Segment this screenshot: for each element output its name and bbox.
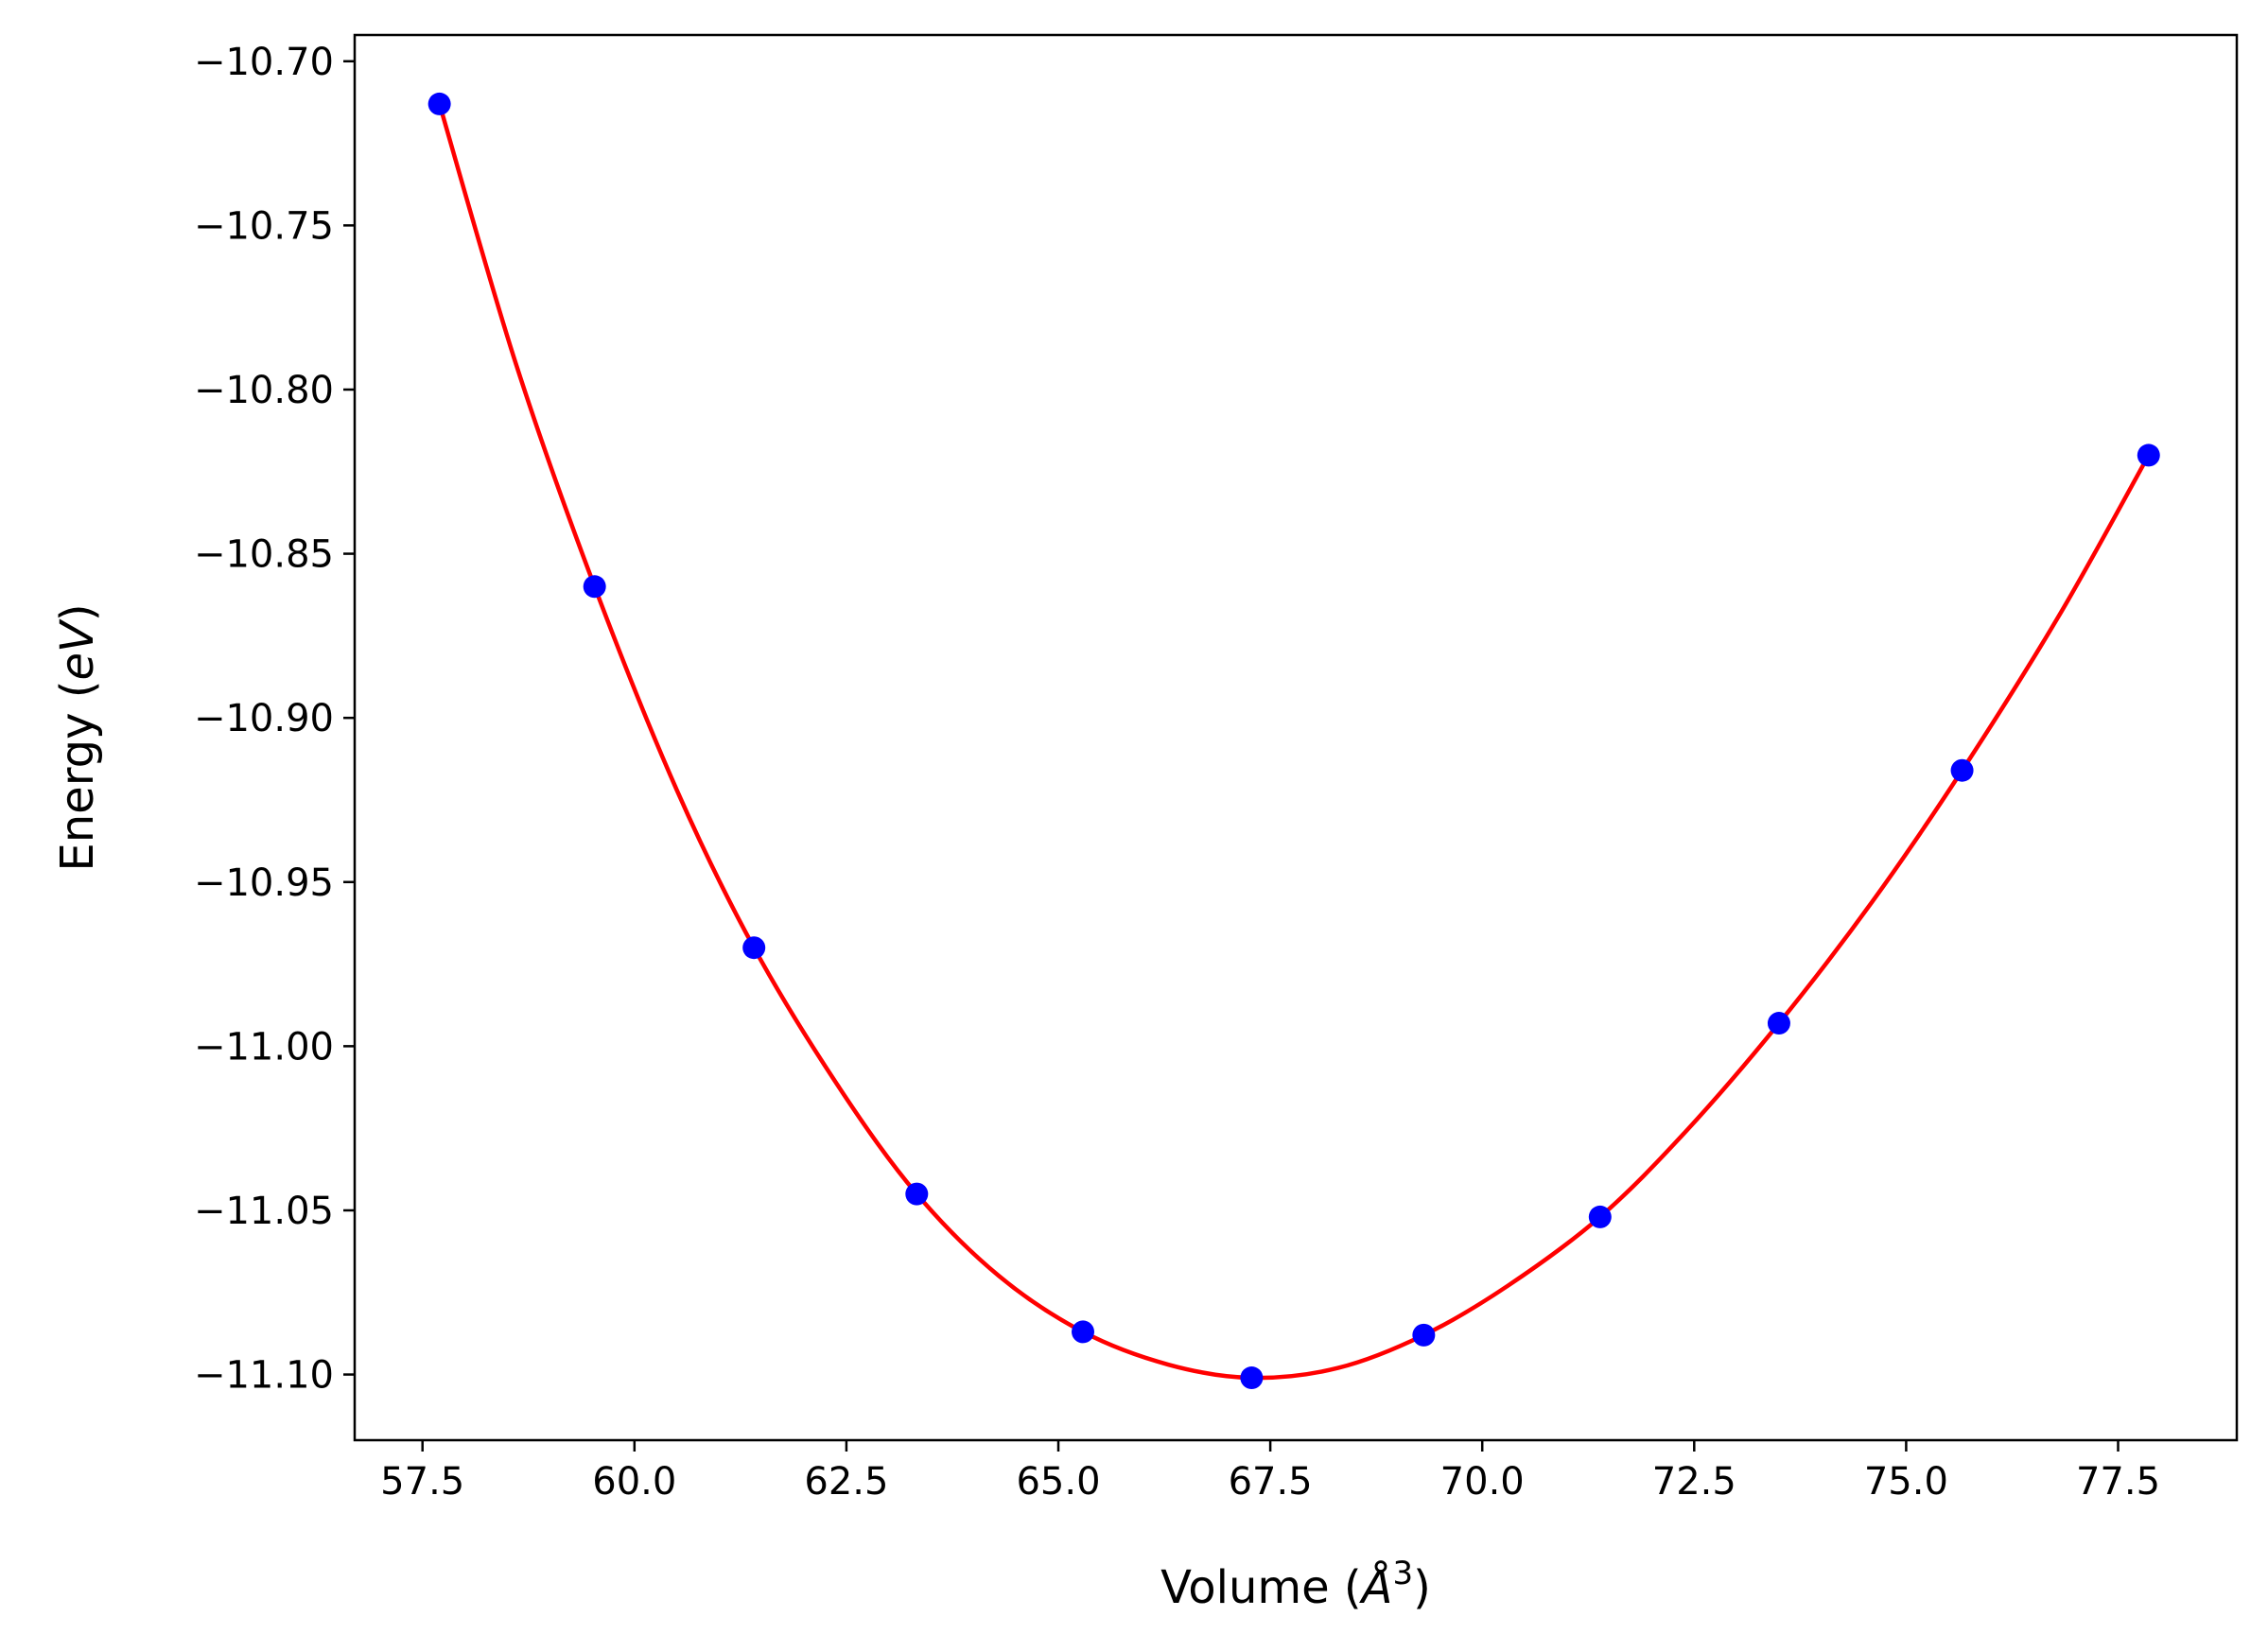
- y-tick-label: −10.90: [194, 697, 334, 740]
- data-point: [583, 575, 606, 599]
- x-tick-label: 77.5: [2076, 1460, 2160, 1504]
- x-axis-label-exponent: 3: [1392, 1555, 1413, 1592]
- plot-frame: [353, 33, 2239, 1442]
- x-tick-label: 70.0: [1440, 1460, 1525, 1504]
- x-tick-label: 65.0: [1016, 1460, 1100, 1504]
- y-tick-label: −10.85: [194, 533, 334, 577]
- y-tick-label: −10.75: [194, 204, 334, 248]
- x-tick-label: 72.5: [1652, 1460, 1736, 1504]
- data-point: [1072, 1320, 1095, 1344]
- y-tick-label: −10.70: [194, 41, 334, 84]
- y-tick-label: −11.05: [194, 1190, 334, 1233]
- data-point: [1240, 1366, 1264, 1390]
- data-point: [1950, 758, 1974, 782]
- x-axis-label: Volume (Å3): [1160, 1555, 1431, 1614]
- x-tick-label: 62.5: [804, 1460, 888, 1504]
- x-axis-label-text: Volume (: [1160, 1561, 1362, 1614]
- data-point: [1767, 1012, 1790, 1035]
- x-tick-label: 75.0: [1864, 1460, 1948, 1504]
- y-tick-label: −11.10: [194, 1354, 334, 1398]
- x-axis-ticks: 57.5 60.0 62.5 65.0 67.5 70.0 72.5 75.0 77.5: [380, 1440, 2160, 1504]
- x-axis-label-close: ): [1413, 1561, 1431, 1614]
- x-tick-label: 60.0: [592, 1460, 676, 1504]
- data-point: [905, 1182, 929, 1206]
- y-tick-label: −10.95: [194, 861, 334, 905]
- data-point: [427, 92, 451, 115]
- x-tick-label: 67.5: [1229, 1460, 1313, 1504]
- y-axis-ticks: −10.70 −10.75 −10.80 −10.85 −10.90 −10.95 −11.…: [194, 41, 355, 1398]
- data-point: [2137, 443, 2160, 467]
- data-point: [1588, 1205, 1612, 1228]
- data-point: [1412, 1323, 1436, 1347]
- y-axis-label-text: Energy (: [51, 681, 104, 872]
- y-axis-label-unit: eV: [51, 618, 104, 681]
- fit-curve: [437, 103, 2151, 1381]
- y-tick-label: −11.00: [194, 1025, 334, 1069]
- plot-marks: [427, 92, 2160, 1390]
- x-axis-label-unit: Å: [1359, 1560, 1393, 1614]
- y-tick-label: −10.80: [194, 369, 334, 412]
- x-tick-label: 57.5: [380, 1460, 464, 1504]
- data-point: [742, 936, 766, 960]
- y-axis-label: Energy (eV): [51, 603, 104, 871]
- y-axis-label-close: ): [51, 603, 104, 621]
